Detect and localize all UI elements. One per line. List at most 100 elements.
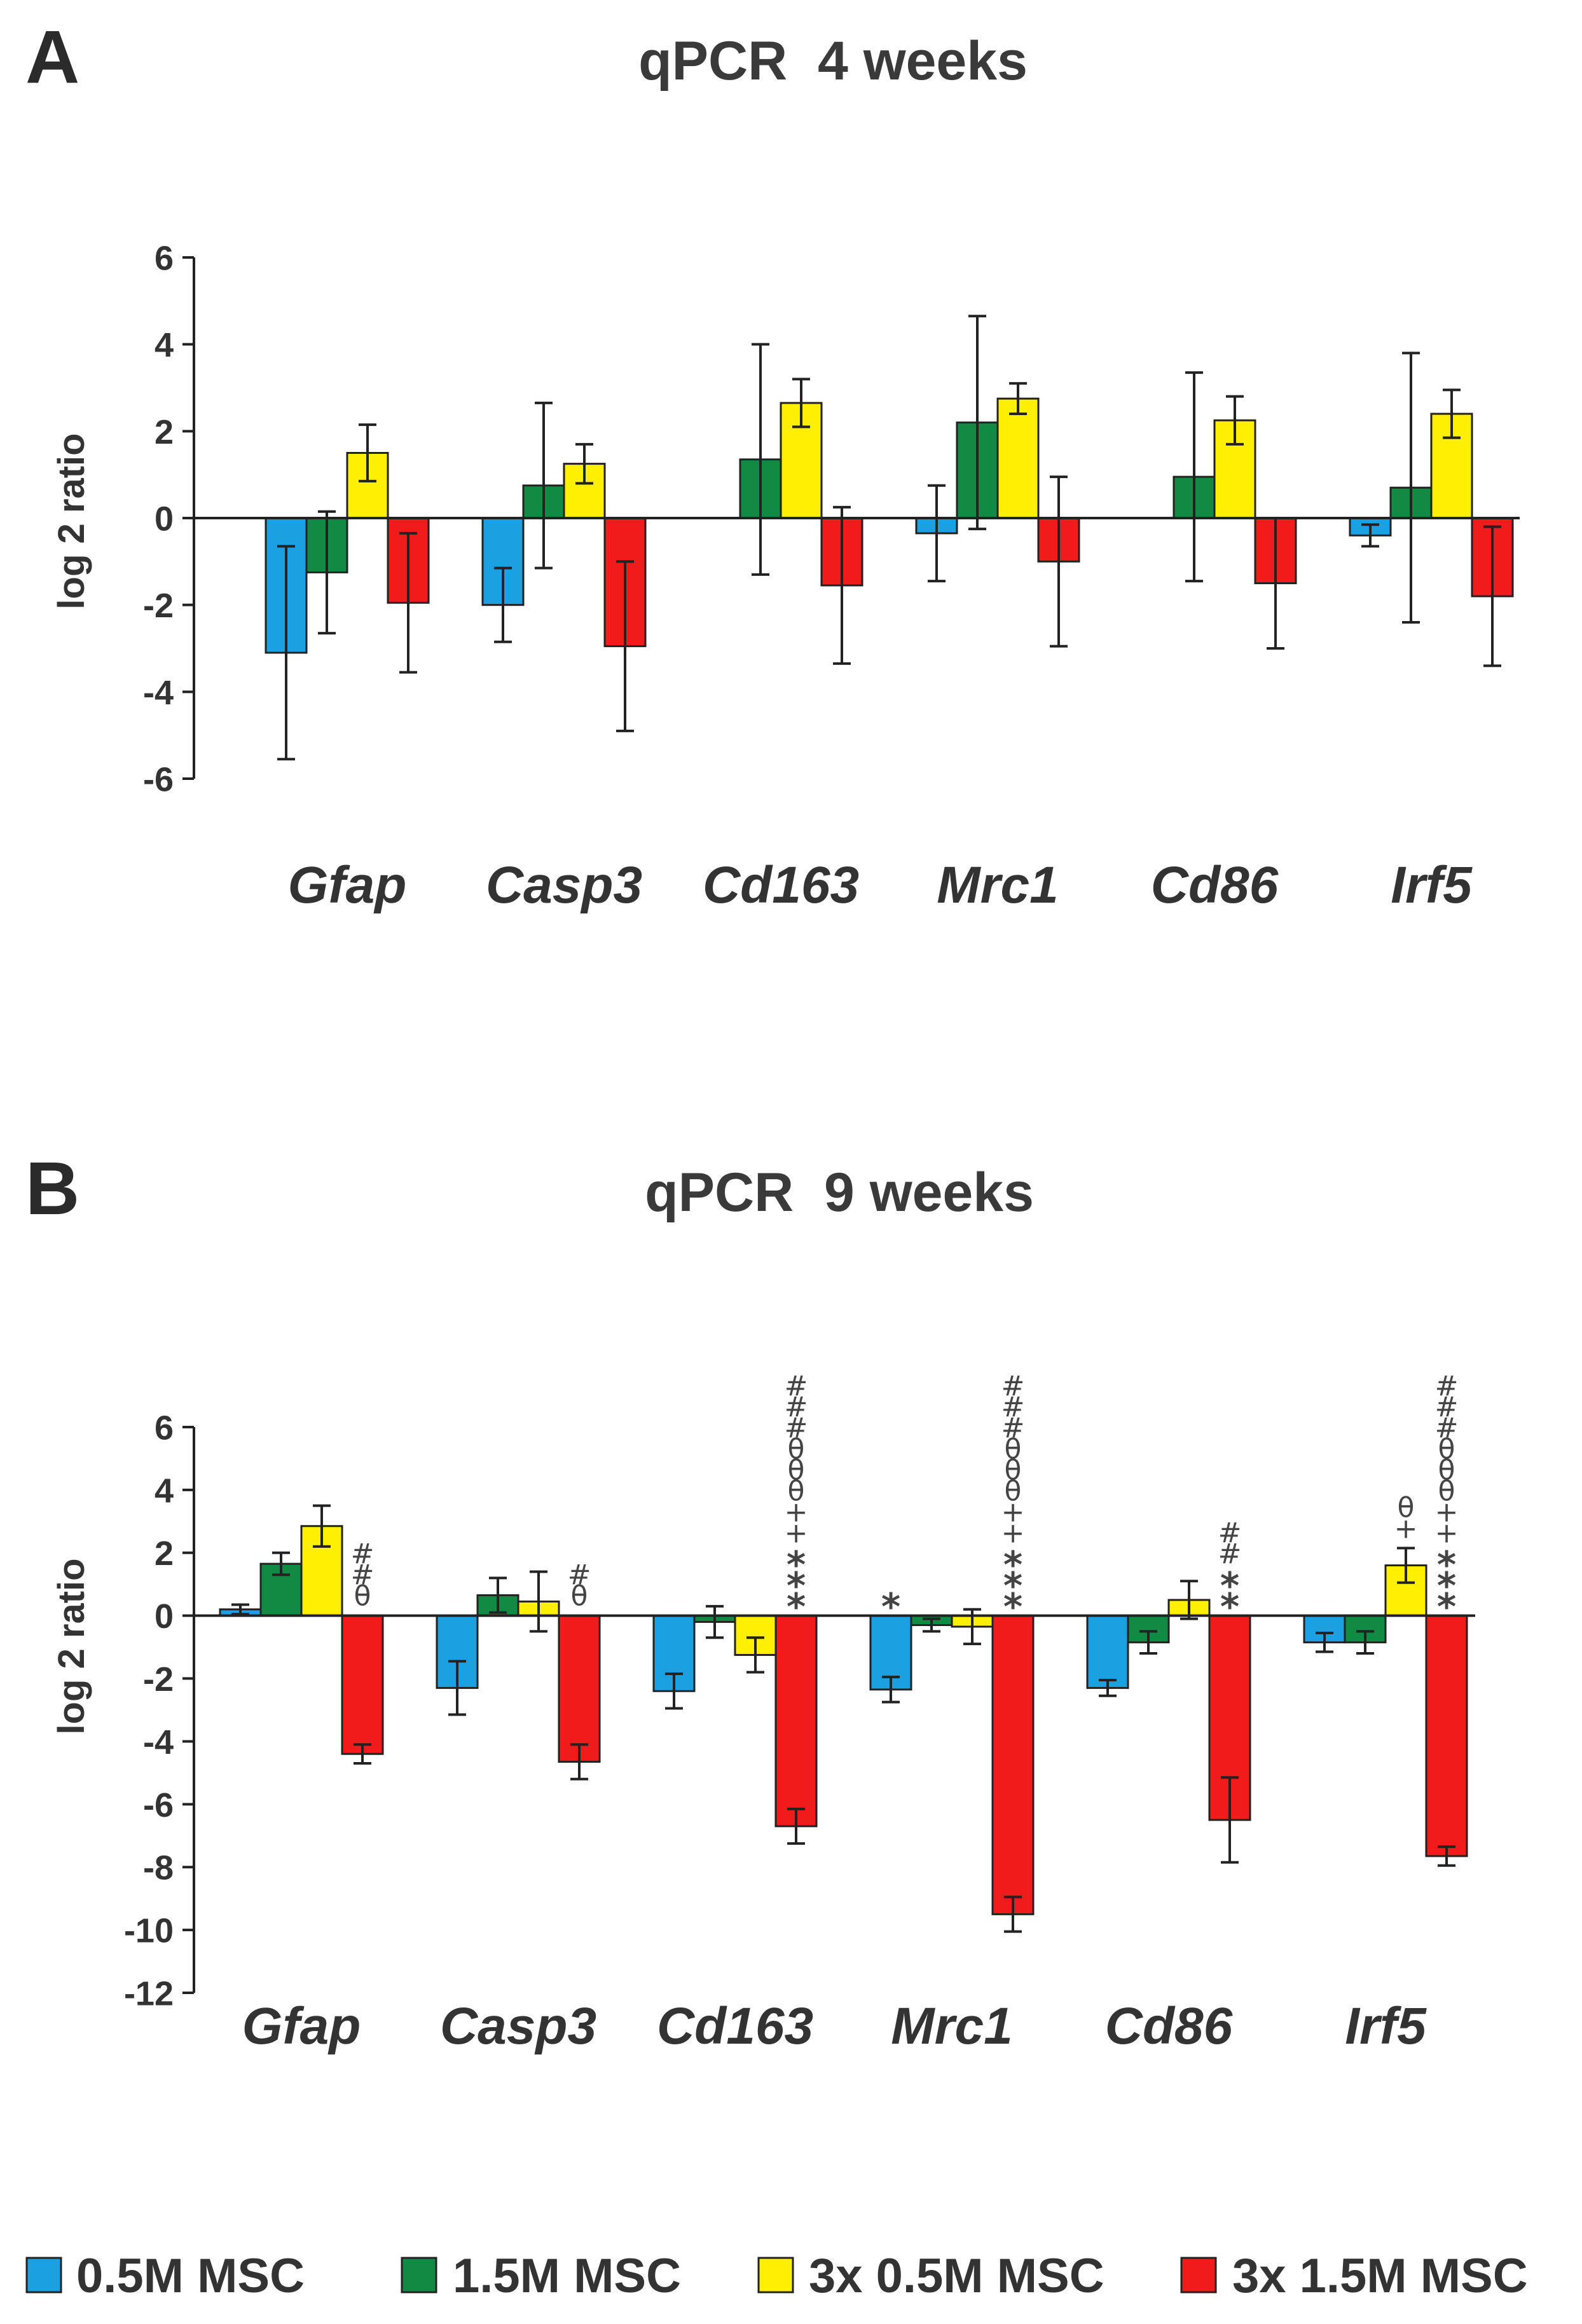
significance-annotation-mrc1-0.5m-msc: *: [881, 1585, 900, 1629]
significance-symbol: θ: [1438, 1454, 1455, 1487]
significance-symbol: θ: [354, 1580, 371, 1613]
legend-swatch-0.5m-msc: [25, 2257, 62, 2293]
significance-symbol: #: [1001, 1391, 1025, 1424]
significance-symbol: θ: [571, 1580, 588, 1613]
y-tick-label: -2: [143, 1660, 174, 1699]
y-tick-label: 4: [155, 1472, 174, 1510]
panel-a: A qPCR 4 weeks log 2 ratio 6 4 2 0 -2 -4 -6 Gfa…: [25, 15, 1520, 914]
significance-symbol: θ: [788, 1475, 805, 1508]
legend-swatch-3x-0.5m-msc: [757, 2257, 794, 2293]
legend-item: 3x 0.5M MSC: [757, 2249, 1104, 2303]
significance-symbol: *: [787, 1564, 806, 1608]
legend-label: 3x 0.5M MSC: [809, 2249, 1104, 2303]
significance-symbol: +: [1435, 1496, 1459, 1529]
legend-swatch-3x-1.5m-msc: [1180, 2257, 1217, 2293]
category-label-cd163: Cd163: [703, 856, 859, 914]
significance-symbol: θ: [1005, 1433, 1022, 1466]
legend: 0.5M MSC 1.5M MSC 3x 0.5M MSC 3x 1.5M MS…: [25, 2249, 1528, 2303]
y-tick-label: -6: [143, 1786, 174, 1824]
y-tick-label: 6: [155, 239, 174, 277]
bar-casp3-3x-1.5m-msc: [558, 1615, 601, 1763]
significance-annotation-mrc1-3x-1.5m-msc: ***++θθθ###: [1001, 1370, 1025, 1629]
significance-annotation-cd86-3x-1.5m-msc: **##: [1218, 1517, 1242, 1629]
significance-symbol: *: [881, 1585, 900, 1629]
significance-symbol: #: [785, 1370, 808, 1403]
category-label-gfap: Gfap: [288, 856, 407, 914]
y-tick-label: 4: [155, 326, 174, 364]
significance-symbol: θ: [788, 1433, 805, 1466]
significance-symbol: *: [1437, 1543, 1456, 1587]
y-tick-label: 0: [155, 500, 174, 538]
category-label-mrc1: Mrc1: [891, 1997, 1012, 2055]
legend-label: 1.5M MSC: [453, 2249, 681, 2303]
significance-symbol: #: [351, 1559, 375, 1592]
bar-cd86-0.5m-msc: [1086, 1615, 1129, 1689]
significance-symbol: +: [1001, 1496, 1025, 1529]
bar-gfap-3x-1.5m-msc: [341, 1615, 384, 1755]
category-label-mrc1: Mrc1: [937, 856, 1058, 914]
significance-symbol: +: [1435, 1517, 1459, 1550]
y-tick-label: -2: [143, 587, 174, 625]
category-label-casp3: Casp3: [440, 1997, 596, 2055]
significance-symbol: #: [1435, 1370, 1459, 1403]
significance-symbol: *: [1003, 1543, 1022, 1587]
y-tick-label: -4: [143, 674, 174, 712]
bar-irf5-3x-1.5m-msc: [1425, 1615, 1468, 1857]
significance-symbol: *: [787, 1585, 806, 1629]
bar-mrc1-3x-0.5m-msc: [996, 397, 1040, 519]
significance-symbol: #: [1435, 1412, 1459, 1445]
y-tick-label: 6: [155, 1409, 174, 1447]
y-tick-label: -4: [143, 1723, 174, 1761]
bar-casp3-3x-0.5m-msc: [563, 463, 606, 519]
panel-b-y-axis-label: log 2 ratio: [51, 1558, 92, 1734]
significance-symbol: θ: [1438, 1475, 1455, 1508]
panel-b-letter: B: [25, 1147, 79, 1231]
legend-item: 3x 1.5M MSC: [1180, 2249, 1528, 2303]
category-label-cd86: Cd86: [1151, 856, 1279, 914]
category-label-casp3: Casp3: [486, 856, 642, 914]
legend-label: 3x 1.5M MSC: [1232, 2249, 1528, 2303]
significance-annotation-gfap-3x-1.5m-msc: θ##: [351, 1538, 375, 1613]
category-label-gfap: Gfap: [242, 1997, 361, 2055]
significance-annotation-irf5-3x-0.5m-msc: +θ: [1394, 1491, 1418, 1545]
significance-symbol: θ: [1398, 1491, 1415, 1524]
significance-symbol: *: [1003, 1585, 1022, 1629]
significance-symbol: #: [1218, 1538, 1242, 1571]
category-label-irf5: Irf5: [1345, 1997, 1427, 2055]
significance-symbol: #: [1001, 1412, 1025, 1445]
significance-symbol: θ: [1005, 1475, 1022, 1508]
significance-symbol: *: [1220, 1585, 1239, 1629]
legend-label: 0.5M MSC: [76, 2249, 305, 2303]
significance-symbol: *: [787, 1543, 806, 1587]
significance-symbol: #: [785, 1412, 808, 1445]
significance-symbol: #: [1218, 1517, 1242, 1550]
significance-symbol: #: [351, 1538, 375, 1571]
y-tick-label: -10: [124, 1912, 174, 1950]
category-label-irf5: Irf5: [1391, 856, 1473, 914]
panel-a-letter: A: [25, 15, 79, 99]
legend-item: 1.5M MSC: [401, 2249, 681, 2303]
legend-swatch-1.5m-msc: [401, 2257, 437, 2293]
significance-annotation-casp3-3x-1.5m-msc: θ#: [568, 1559, 591, 1613]
significance-symbol: #: [568, 1559, 591, 1592]
significance-symbol: +: [1394, 1512, 1418, 1545]
y-tick-label: -6: [143, 760, 174, 798]
significance-symbol: +: [1001, 1517, 1025, 1550]
significance-symbol: +: [785, 1496, 808, 1529]
panel-a-y-axis-label: log 2 ratio: [51, 433, 92, 609]
y-tick-label: 2: [155, 413, 174, 451]
category-label-cd86: Cd86: [1105, 1997, 1234, 2055]
significance-symbol: #: [785, 1391, 808, 1424]
significance-symbol: *: [1437, 1564, 1456, 1608]
significance-symbol: θ: [1005, 1454, 1022, 1487]
significance-symbol: *: [1003, 1564, 1022, 1608]
panel-b-title: qPCR 9 weeks: [645, 1162, 1034, 1223]
significance-symbol: *: [1437, 1585, 1456, 1629]
y-tick-label: 2: [155, 1535, 174, 1573]
bar-mrc1-3x-1.5m-msc: [991, 1615, 1035, 1915]
y-tick-label: 0: [155, 1597, 174, 1636]
significance-symbol: *: [1220, 1564, 1239, 1608]
significance-annotation-cd163-3x-1.5m-msc: ***++θθθ###: [785, 1370, 808, 1629]
significance-symbol: #: [1435, 1391, 1459, 1424]
legend-item: 0.5M MSC: [25, 2249, 305, 2303]
